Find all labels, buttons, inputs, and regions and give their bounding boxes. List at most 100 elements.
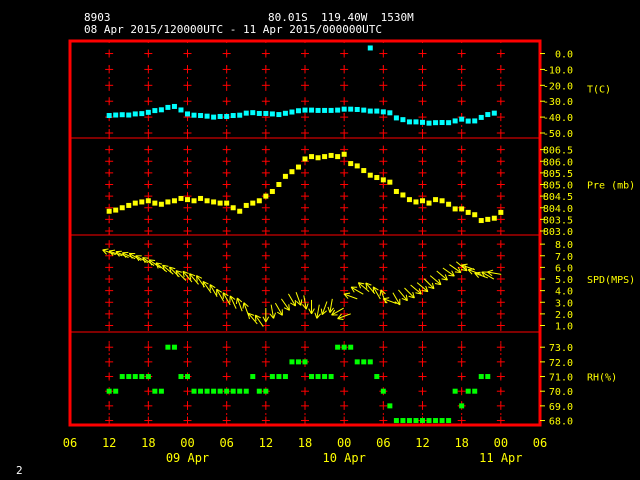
wind-arrow (115, 250, 129, 259)
humidity-point (224, 388, 230, 394)
humidity-point (452, 388, 458, 394)
wind-arrow (216, 288, 225, 302)
y-tick-label: 2.0 (555, 310, 573, 321)
humidity-point (433, 418, 439, 424)
x-date-label: 10 Apr (322, 451, 365, 465)
pressure-point (433, 197, 439, 203)
humidity-point (113, 388, 119, 394)
wind-arrow (357, 282, 370, 293)
x-tick-label: 18 (298, 436, 312, 450)
pressure-point (126, 202, 132, 208)
temperature-point (263, 110, 269, 116)
pressure-point (406, 197, 412, 203)
wind-arrow (274, 302, 283, 316)
wind-arrow (423, 278, 435, 290)
temperature-point (113, 112, 119, 118)
x-tick-label: 00 (180, 436, 194, 450)
y-tick-label: 71.0 (549, 373, 573, 384)
humidity-point (367, 359, 373, 365)
humidity-point (217, 388, 223, 394)
humidity-point (302, 359, 308, 365)
humidity-point (171, 344, 177, 350)
wind-arrow (337, 313, 351, 321)
pressure-point (113, 207, 119, 213)
temperature-point (459, 116, 465, 122)
pressure-point (328, 152, 334, 158)
wind-arrow (235, 297, 243, 312)
y-tick-label: 4.0 (555, 287, 573, 298)
pressure-point (322, 154, 328, 160)
y-tick-label: 803.0 (543, 227, 573, 238)
temperature-point (309, 107, 315, 113)
pressure-point (282, 173, 288, 179)
panel-label-wind_speed: SPD(MPS) (587, 275, 635, 286)
wind-arrow (410, 284, 422, 295)
pressure-point (335, 154, 341, 160)
humidity-point (178, 374, 184, 380)
temperature-point (348, 106, 354, 112)
humidity-point (165, 344, 171, 350)
humidity-point (243, 388, 249, 394)
wind-arrow (209, 284, 218, 297)
humidity-point (459, 403, 465, 409)
humidity-point (309, 374, 315, 380)
temperature-point (243, 110, 249, 116)
humidity-point (400, 418, 406, 424)
humidity-point (269, 374, 275, 380)
temperature-point (126, 112, 132, 118)
temperature-point (322, 107, 328, 113)
temperature-point (485, 112, 491, 118)
humidity-point (446, 418, 452, 424)
humidity-point (322, 374, 328, 380)
y-tick-label: 6.0 (555, 263, 573, 274)
pressure-point (354, 163, 360, 169)
pressure-point (400, 192, 406, 198)
humidity-point (211, 388, 217, 394)
x-tick-label: 18 (454, 436, 468, 450)
pressure-point (380, 177, 386, 183)
pressure-point (256, 198, 262, 204)
wind-arrow (262, 308, 270, 323)
y-tick-label: 805.5 (543, 169, 573, 180)
pressure-point (243, 202, 249, 208)
temperature-point (472, 118, 478, 124)
pressure-point (139, 199, 145, 205)
humidity-point (145, 374, 151, 380)
y-tick-label: 7.0 (555, 252, 573, 263)
pressure-point (452, 206, 458, 212)
temperature-point (406, 119, 412, 125)
wind-arrow (416, 282, 429, 293)
y-tick-label: 68.0 (549, 417, 573, 428)
wind-arrow (142, 257, 155, 266)
y-tick-label: 804.5 (543, 192, 573, 203)
temperature-point (269, 111, 275, 117)
x-tick-label: 18 (141, 436, 155, 450)
temperature-point (439, 120, 445, 126)
humidity-point (354, 359, 360, 365)
temperature-point (198, 113, 204, 119)
temperature-point (354, 106, 360, 112)
wind-arrow (122, 251, 136, 260)
temperature-point (393, 115, 399, 121)
pressure-point (289, 169, 295, 175)
temperature-point (387, 110, 393, 116)
pressure-point (413, 199, 419, 205)
temperature-point (230, 113, 236, 119)
humidity-point (132, 374, 138, 380)
wind-arrow (487, 269, 502, 277)
pressure-point (498, 209, 504, 215)
wind-arrow (148, 259, 161, 269)
temperature-point (491, 110, 497, 116)
temperature-point (315, 107, 321, 113)
pressure-point (211, 199, 217, 205)
x-date-label: 11 Apr (479, 451, 522, 465)
pressure-point (178, 195, 184, 201)
pressure-point (250, 200, 256, 206)
temperature-point (119, 112, 125, 118)
pressure-point (185, 197, 190, 203)
wind-arrow (404, 287, 415, 299)
pressure-point (485, 216, 491, 222)
y-tick-label: -30.0 (543, 97, 573, 108)
wind-arrow (229, 295, 237, 309)
pressure-point (341, 151, 347, 157)
